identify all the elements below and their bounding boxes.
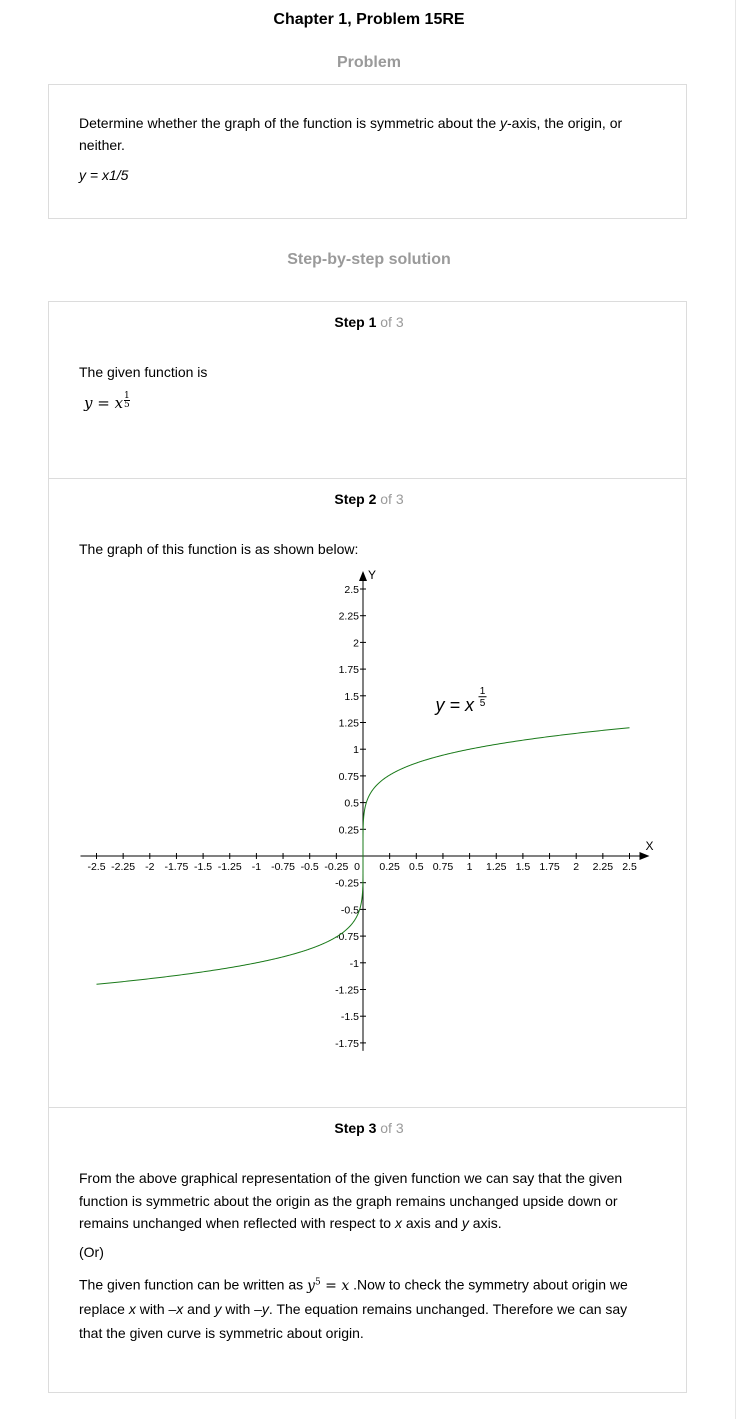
- step-3-equation: y5 = x: [307, 1277, 350, 1294]
- x-tick-label: 2: [573, 861, 579, 873]
- y-tick-label: 2.5: [344, 584, 359, 596]
- solution-box: [48, 301, 687, 1393]
- x-axis-label: X: [646, 839, 654, 853]
- x-tick-label: -2.25: [111, 861, 135, 873]
- x-tick-label: 1.5: [516, 861, 531, 873]
- curve-series: [96, 727, 630, 985]
- x-tick-label: 2.25: [593, 861, 614, 873]
- x-tick-label: 0: [354, 861, 360, 873]
- step-3-label: Step 3: [334, 1120, 377, 1136]
- x-tick-label: 1: [467, 861, 473, 873]
- y-tick-label: -1.25: [335, 985, 359, 997]
- x-tick-label: -0.5: [301, 861, 319, 873]
- curve-annotation: y = x 1 5: [433, 686, 487, 715]
- problem-box: [48, 84, 687, 219]
- step-1-count: of 3: [380, 314, 404, 330]
- step-2-text: The graph of this function is as shown b…: [79, 541, 359, 557]
- y-tick-label: 1.25: [339, 718, 360, 730]
- x-tick-label: -0.75: [271, 861, 295, 873]
- step-1-text: The given function is: [79, 364, 208, 380]
- annotation-exp-den: 5: [480, 698, 486, 709]
- y-tick-label: 0.25: [339, 824, 360, 836]
- page-edge-rule: [735, 0, 736, 1419]
- step-divider-2: [48, 1107, 687, 1108]
- x-tick-label: 0.25: [379, 861, 400, 873]
- x-tick-label: -1.25: [218, 861, 242, 873]
- annotation-exp-num: 1: [480, 686, 486, 697]
- y-tick-label: -1.75: [335, 1038, 359, 1050]
- x-tick-label: -2: [145, 861, 154, 873]
- x-tick-label: 2.5: [622, 861, 637, 873]
- annotation-lhs: y = x: [433, 695, 475, 715]
- x-tick-label: -2.5: [87, 861, 105, 873]
- x-tick-label: 0.5: [409, 861, 424, 873]
- step-3-or: (Or): [79, 1244, 104, 1260]
- y-tick-label: -0.5: [341, 904, 359, 916]
- y-tick-label: 0.5: [344, 798, 359, 810]
- step-3-paragraph-1: From the above graphical representation …: [79, 1170, 623, 1231]
- x-tick-label: 0.75: [433, 861, 454, 873]
- problem-equation: y = x1/5: [79, 167, 129, 183]
- y-tick-label: 1.75: [339, 664, 360, 676]
- step-2-header: Step 2 of 3: [0, 491, 738, 507]
- y-axis-label: Y: [368, 568, 376, 582]
- solution-heading: Step-by-step solution: [287, 251, 451, 268]
- problem-text: Determine whether the graph of the funct…: [79, 115, 623, 153]
- y-tick-label: 1.5: [344, 691, 359, 703]
- y-tick-label: -1.5: [341, 1011, 359, 1023]
- y-tick-label: 2: [353, 637, 359, 649]
- x-tick-label: -0.25: [324, 861, 348, 873]
- step-2-count: of 3: [380, 491, 404, 507]
- y-tick-label: 1: [353, 744, 359, 756]
- step-1-label: Step 1: [334, 314, 377, 330]
- step-1-header: Step 1 of 3: [0, 314, 738, 330]
- step-3-paragraph-2: The given function can be written as y5 …: [79, 1276, 628, 1341]
- step-3-header: Step 3 of 3: [0, 1120, 738, 1136]
- page-title: Chapter 1, Problem 15RE: [273, 11, 465, 28]
- step-3-count: of 3: [380, 1120, 404, 1136]
- y-tick-label: -1: [350, 958, 359, 970]
- x-tick-label: -1: [252, 861, 261, 873]
- y-tick-label: -0.25: [335, 878, 359, 890]
- x-axis-arrow: [639, 852, 650, 860]
- x-tick-label: -1.75: [164, 861, 188, 873]
- x-tick-label: -1.5: [194, 861, 212, 873]
- x-tick-label: 1.75: [539, 861, 560, 873]
- y-tick-label: 0.75: [339, 771, 360, 783]
- x-tick-label: 1.25: [486, 861, 507, 873]
- step-2-label: Step 2: [334, 491, 377, 507]
- y-tick-label: -0.75: [335, 931, 359, 943]
- step-divider-1: [48, 478, 687, 479]
- problem-heading: Problem: [336, 54, 401, 71]
- y-tick-label: 2.25: [339, 611, 360, 623]
- y-axis-arrow: [359, 571, 367, 581]
